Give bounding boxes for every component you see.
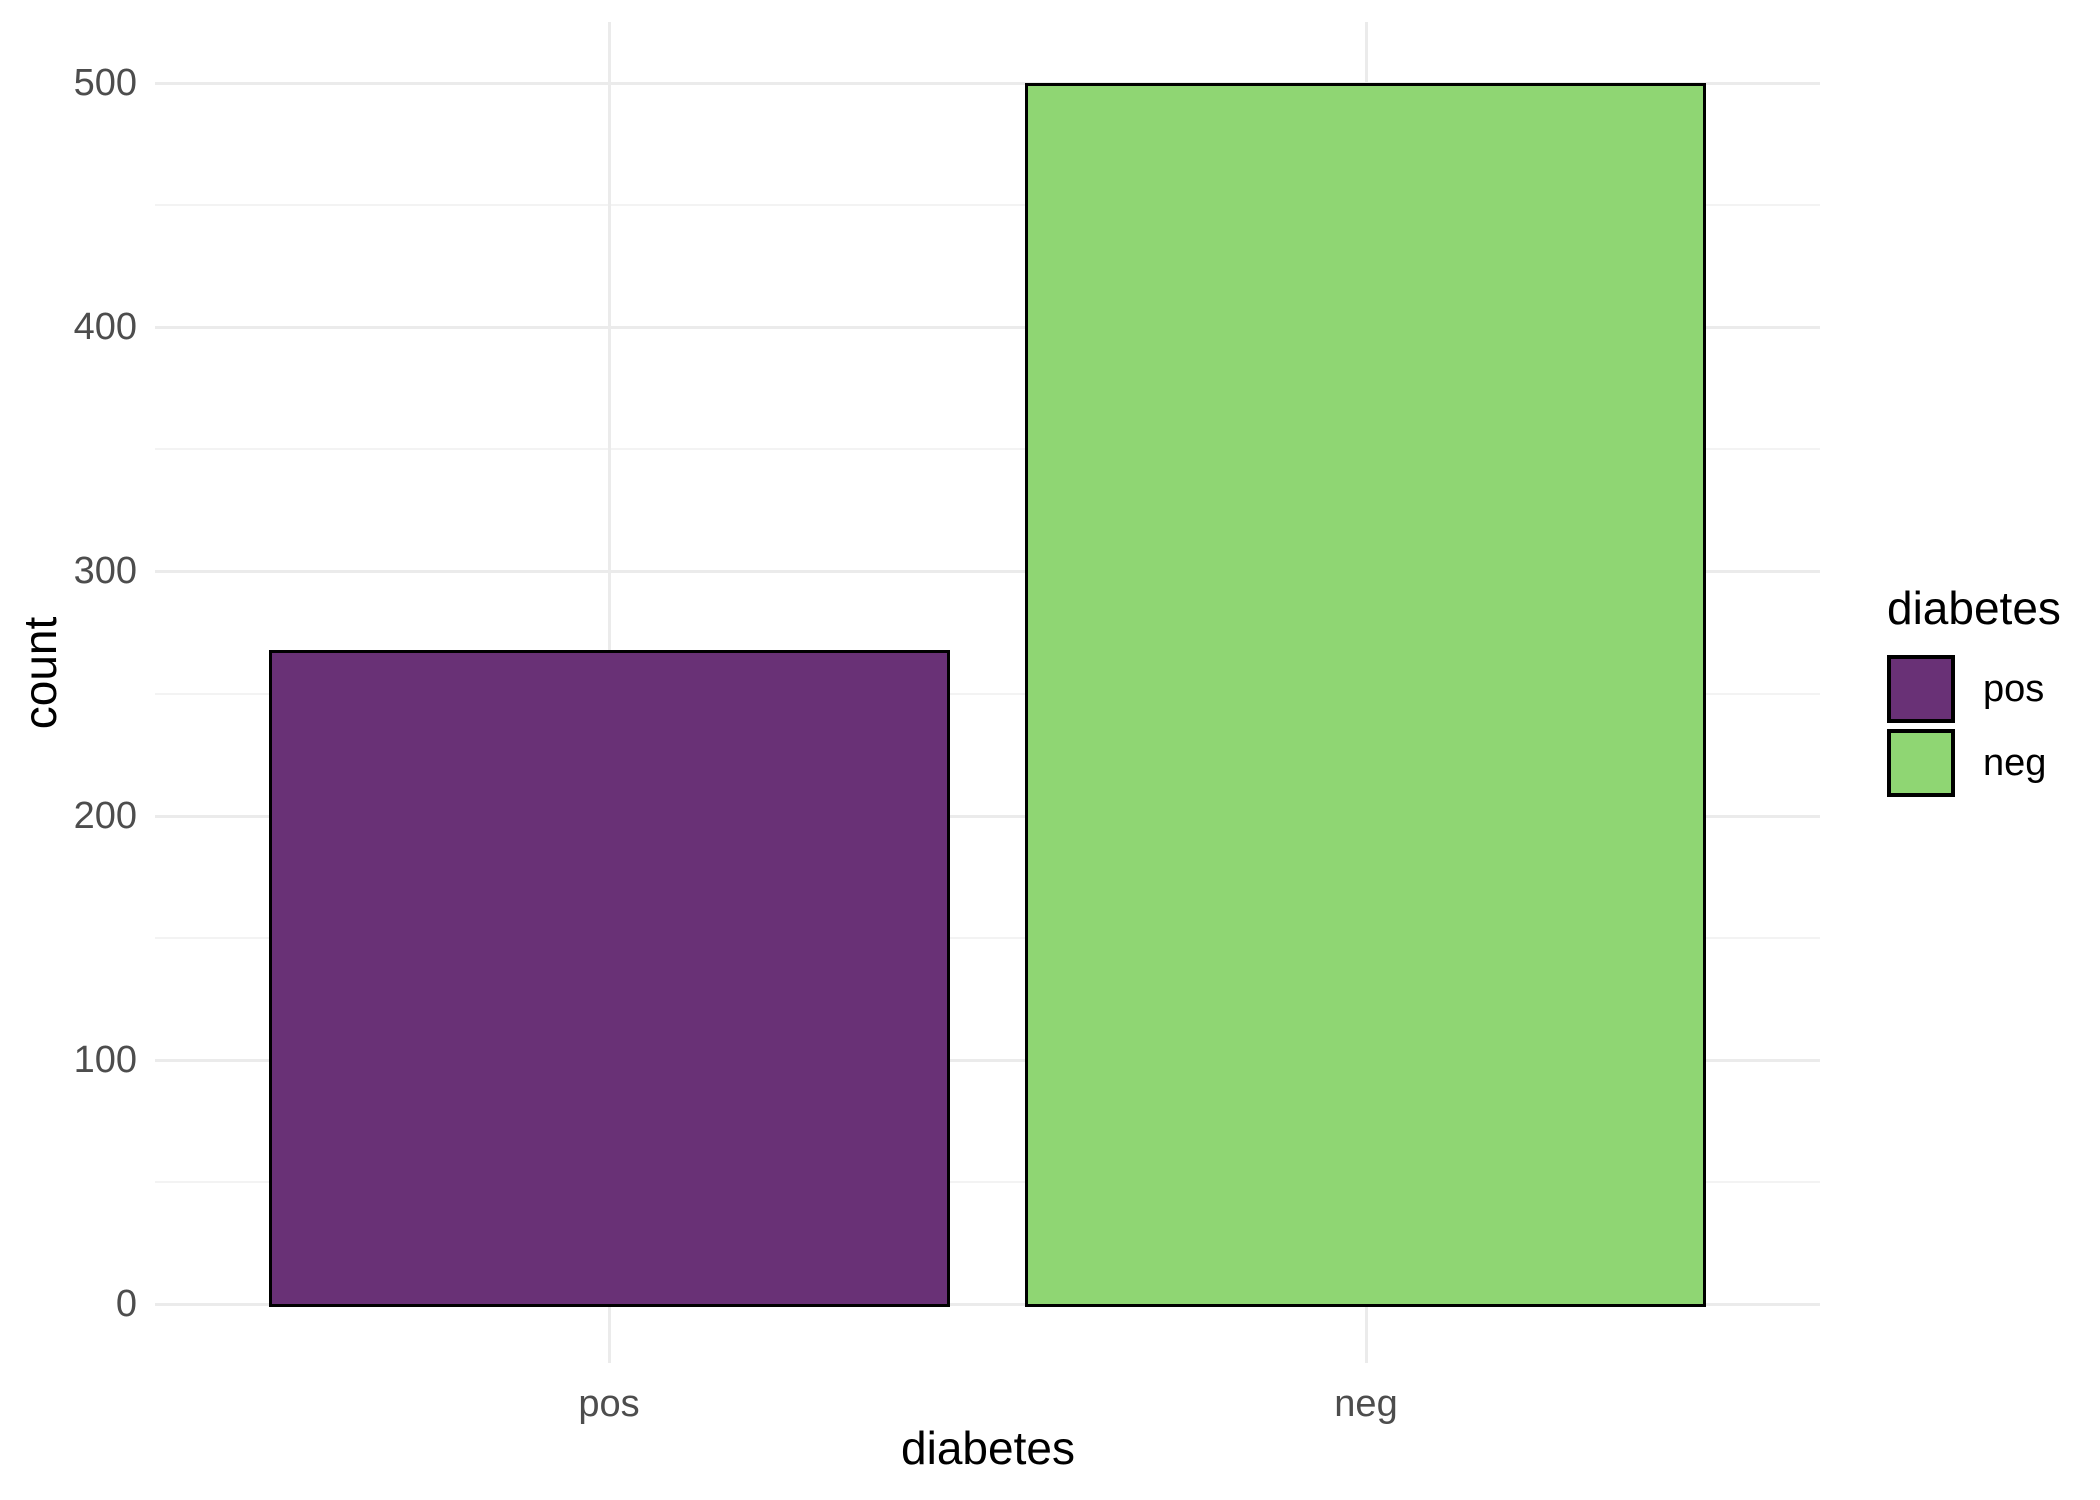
legend-title: diabetes [1887, 582, 2061, 634]
legend: diabetes pos neg [1887, 585, 2097, 803]
y-tick-label: 300 [73, 550, 137, 592]
major-gridline [155, 326, 1820, 329]
minor-gridline [155, 1181, 1820, 1183]
legend-key-swatch [1887, 729, 1955, 797]
y-tick-label: 100 [73, 1039, 137, 1081]
minor-gridline [155, 693, 1820, 695]
legend-key-swatch [1887, 655, 1955, 723]
legend-entries: pos neg [1887, 655, 2097, 797]
major-gridline [155, 570, 1820, 573]
minor-gridline [155, 937, 1820, 939]
x-tick-label-neg: neg [1334, 1383, 1398, 1425]
minor-gridline [155, 204, 1820, 206]
y-tick-label: 200 [73, 795, 137, 837]
x-axis-title: diabetes [901, 1422, 1075, 1474]
minor-gridline [155, 448, 1820, 450]
y-tick-label: 400 [73, 306, 137, 348]
legend-entry-label: neg [1983, 742, 2047, 784]
x-tick-label-pos: pos [578, 1383, 640, 1425]
legend-entry-label: pos [1983, 668, 2045, 710]
major-gridline [155, 1059, 1820, 1062]
bar-neg [1025, 83, 1706, 1307]
y-axis-title: count [14, 616, 66, 730]
major-gridline [155, 815, 1820, 818]
legend-entry-neg: neg [1887, 729, 2097, 797]
y-tick-label: 500 [73, 62, 137, 104]
major-gridline [155, 1303, 1820, 1306]
legend-entry-pos: pos [1887, 655, 2097, 723]
major-gridline [155, 82, 1820, 85]
bar-pos [269, 650, 950, 1307]
y-tick-label: 0 [115, 1283, 137, 1325]
